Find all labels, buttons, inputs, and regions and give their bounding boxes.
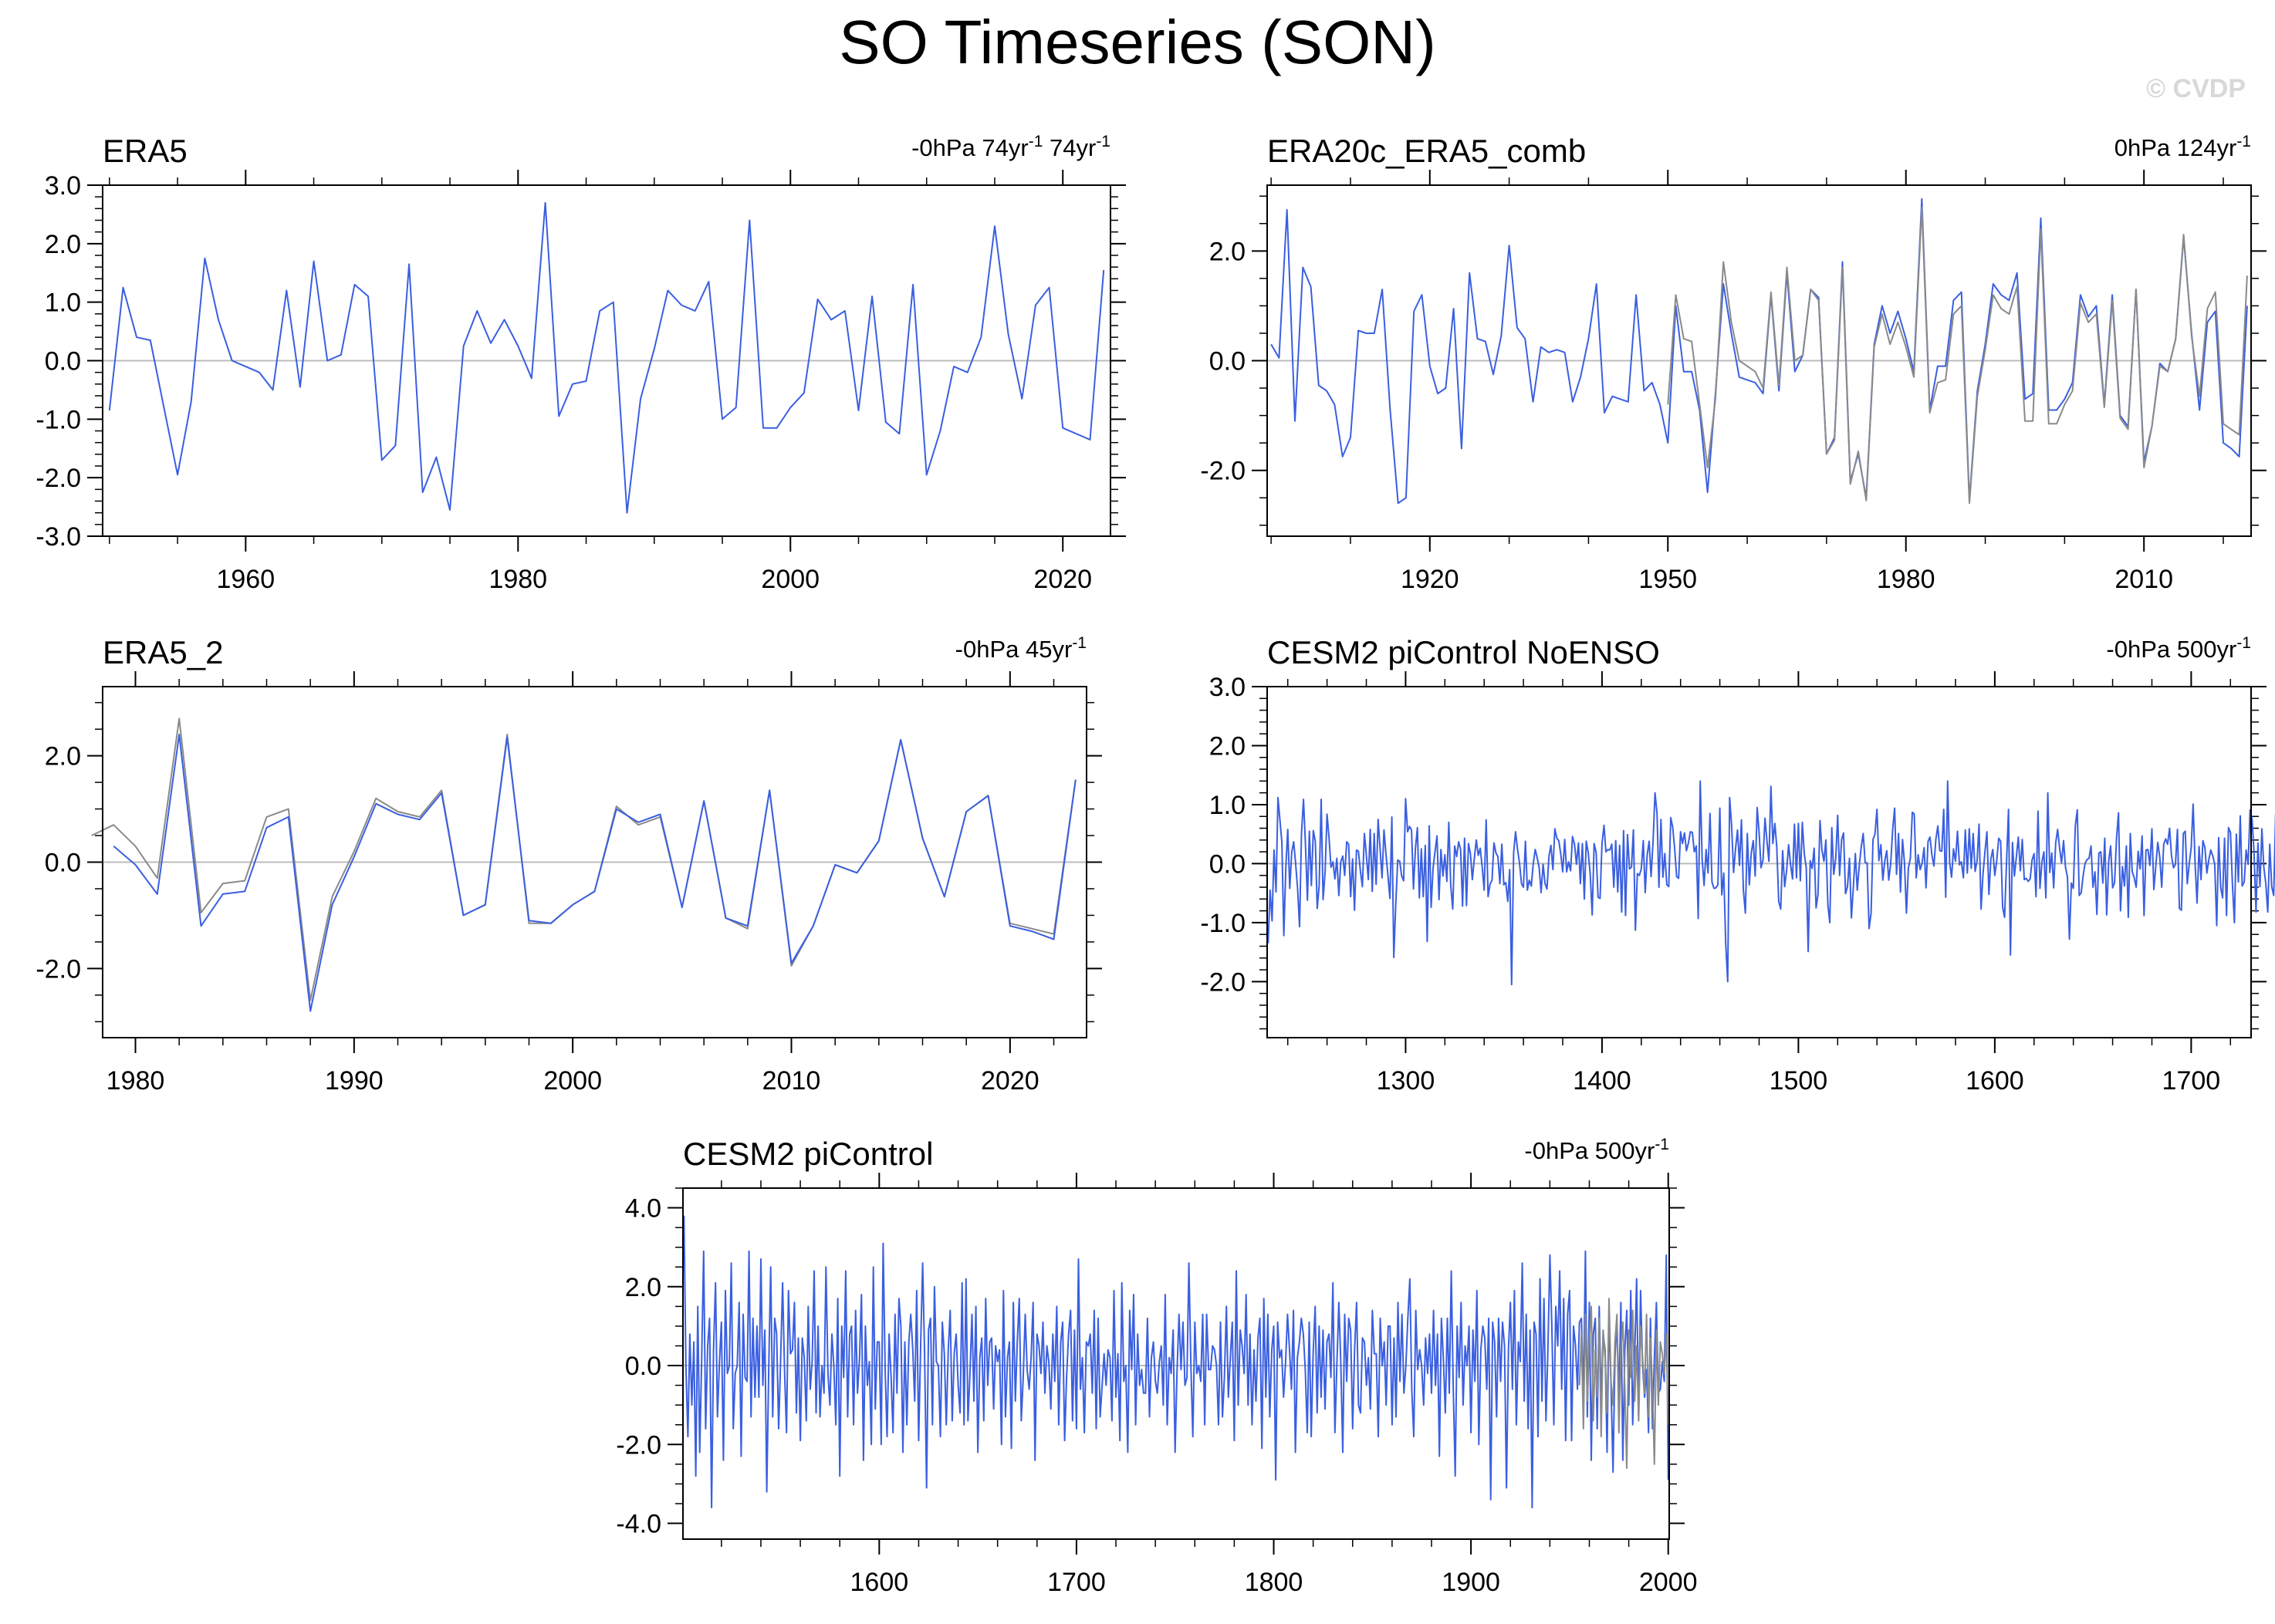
x-tick-label: 1920: [1401, 565, 1459, 594]
x-tick-label: 1960: [216, 565, 275, 594]
y-tick-label: 0.0: [45, 347, 81, 376]
y-tick-label: -4.0: [616, 1510, 661, 1539]
y-tick-label: -2.0: [616, 1430, 661, 1460]
plot-frame: [102, 686, 1087, 1038]
y-tick-label: 2.0: [1209, 731, 1246, 761]
y-tick-label: 0.0: [45, 849, 81, 878]
x-tick-label: 1950: [1638, 565, 1697, 594]
x-tick-label: 1980: [488, 565, 547, 594]
chart-panels: ERA5 -0hPa 74yr-1 74yr-1 3.0 2.0 1.0 0.0 -1.0 -…: [35, 133, 2275, 1597]
x-tick-label: 2020: [1033, 565, 1092, 594]
x-tick-label: 1980: [106, 1066, 165, 1096]
x-tick-label: 2020: [981, 1066, 1039, 1096]
y-tick-label: 2.0: [1209, 237, 1246, 266]
plot-frame: [102, 184, 1111, 537]
y-tick-label: -2.0: [35, 954, 81, 984]
x-tick-label: 2000: [761, 565, 820, 594]
x-tick-label: 1800: [1245, 1568, 1303, 1597]
y-tick-label: 1.0: [1209, 791, 1246, 820]
y-tick-label: 4.0: [625, 1194, 661, 1224]
x-tick-label: 1900: [1442, 1568, 1500, 1597]
panel-title: CESM2 piControl: [683, 1136, 933, 1172]
x-tick-label: 1700: [2162, 1066, 2221, 1096]
y-tick-label: 1.0: [45, 289, 81, 318]
plot-frame: [1266, 184, 2252, 537]
y-tick-label: -1.0: [35, 405, 81, 434]
x-tick-label: 2010: [762, 1066, 821, 1096]
y-tick-label: -2.0: [35, 464, 81, 493]
x-tick-label: 1300: [1377, 1066, 1435, 1096]
y-tick-label: 2.0: [45, 742, 81, 771]
y-tick-label: 3.0: [1209, 673, 1246, 702]
x-tick-label: 1990: [325, 1066, 384, 1096]
y-tick-label: -1.0: [1200, 909, 1246, 938]
y-tick-label: -2.0: [1200, 967, 1246, 997]
y-tick-label: 3.0: [45, 171, 81, 201]
panel-subtitle: -0hPa 45yr-1: [955, 634, 1087, 663]
x-tick-label: 1700: [1047, 1568, 1106, 1597]
series-line: [683, 1215, 1669, 1509]
x-tick-label: 1400: [1573, 1066, 1631, 1096]
y-tick-label: -3.0: [35, 522, 81, 552]
panel-cesm2: CESM2 piControl -0hPa 500yr-1 4.0 2.0 0.0 -2.…: [616, 1136, 1697, 1597]
panel-title: ERA5_2: [103, 634, 223, 670]
y-tick-label: 0.0: [1209, 347, 1246, 376]
series-line: [1267, 780, 2275, 986]
x-tick-label: 1500: [1770, 1066, 1828, 1096]
y-tick-label: 0.0: [1209, 849, 1246, 879]
figure-title: SO Timeseries (SON): [839, 8, 1435, 76]
panel-subtitle: -0hPa 500yr-1: [2106, 634, 2251, 663]
series-line: [1578, 1298, 1669, 1469]
series-line: [91, 717, 1077, 1001]
panel-era5: ERA5 -0hPa 74yr-1 74yr-1 3.0 2.0 1.0 0.0 -1.0 -…: [35, 133, 1126, 594]
plot-frame: [1266, 686, 2252, 1038]
panel-era5_2: ERA5_2 -0hPa 45yr-1 2.0 0.0 -2.0 1980 1990 2000…: [35, 634, 1102, 1096]
series-line: [1270, 198, 2248, 505]
series-line: [1667, 206, 2248, 505]
panel-era20c: ERA20c_ERA5_comb 0hPa 124yr-1 2.0 0.0 -2.0 19…: [1200, 133, 2267, 594]
panel-subtitle: -0hPa 500yr-1: [1524, 1136, 1669, 1164]
y-tick-label: -2.0: [1200, 457, 1246, 486]
panel-title: CESM2 piControl NoENSO: [1267, 634, 1660, 670]
x-tick-label: 2000: [543, 1066, 602, 1096]
panel-title: ERA5: [103, 133, 188, 169]
x-tick-label: 1600: [1966, 1066, 2024, 1096]
x-tick-label: 1600: [850, 1568, 909, 1597]
panel-subtitle: 0hPa 124yr-1: [2114, 133, 2251, 161]
y-tick-label: 0.0: [625, 1352, 661, 1381]
series-line: [108, 201, 1105, 514]
panel-cesm2_noenso: CESM2 piControl NoENSO -0hPa 500yr-1 3.0 2.…: [1200, 634, 2275, 1096]
y-tick-label: 2.0: [45, 230, 81, 259]
series-line: [113, 734, 1077, 1012]
panel-subtitle: -0hPa 74yr-1 74yr-1: [911, 133, 1110, 161]
watermark-text: © CVDP: [2146, 74, 2246, 103]
panel-title: ERA20c_ERA5_comb: [1267, 133, 1586, 169]
x-tick-label: 1980: [1877, 565, 1935, 594]
y-tick-label: 2.0: [625, 1273, 661, 1302]
x-tick-label: 2000: [1639, 1568, 1698, 1597]
plot-frame: [682, 1187, 1670, 1540]
x-tick-label: 2010: [2114, 565, 2173, 594]
